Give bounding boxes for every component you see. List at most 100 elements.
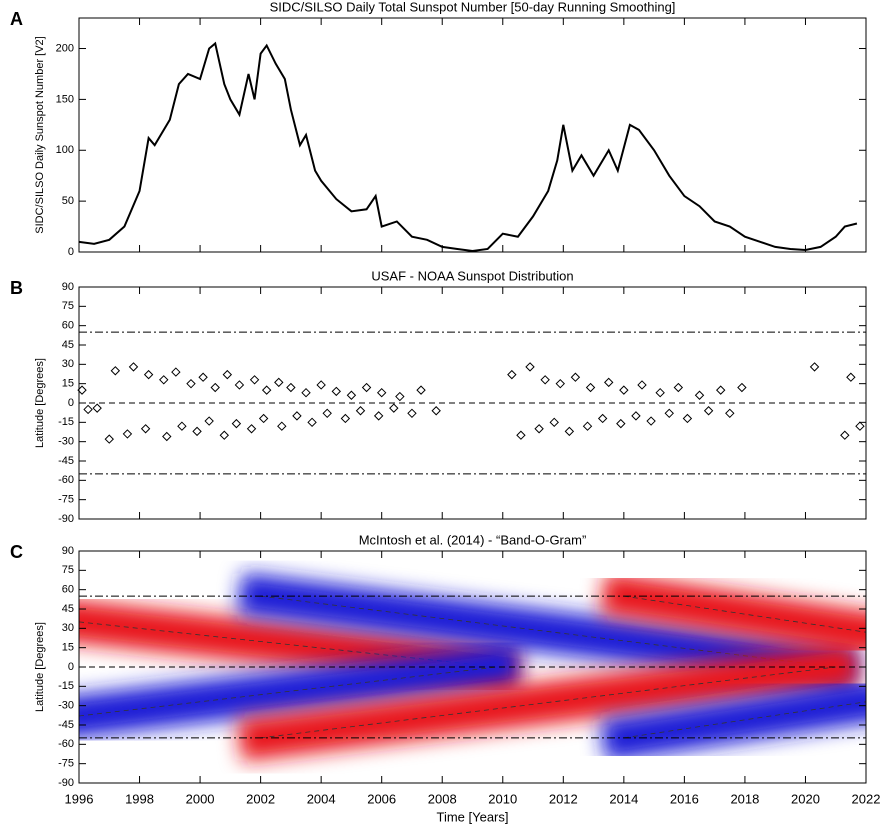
- panel-title: SIDC/SILSO Daily Total Sunspot Number [5…: [270, 0, 676, 14]
- band-layer: [79, 551, 866, 783]
- sunspot-marker: [540, 375, 550, 385]
- sunspot-marker: [110, 366, 121, 376]
- sunspot-marker: [373, 411, 384, 421]
- sunspot-marker: [140, 424, 151, 434]
- y-tick-label: 90: [62, 545, 74, 557]
- y-tick-label: -45: [58, 455, 74, 467]
- sunspot-marker: [219, 430, 229, 440]
- sunspot-marker: [525, 362, 535, 372]
- sunspot-marker: [395, 391, 405, 402]
- y-tick-label: -75: [58, 494, 74, 506]
- band-center-line: [79, 666, 497, 717]
- sunspot-marker: [407, 408, 417, 419]
- sunspot-marker: [716, 385, 726, 395]
- sunspot-marker: [516, 430, 526, 440]
- y-tick-label: -60: [58, 738, 74, 750]
- sunspot-marker: [246, 424, 257, 434]
- y-tick-label: 60: [62, 320, 74, 332]
- sunspot-marker: [249, 375, 260, 385]
- sunspot-marker: [143, 369, 154, 380]
- sunspot-marker: [316, 380, 326, 390]
- x-tick-label: 2004: [307, 791, 336, 806]
- sunspot-marker: [570, 372, 581, 382]
- sunspot-marker: [555, 378, 565, 389]
- sunspot-marker: [177, 421, 187, 431]
- y-axis-label: SIDC/SILSO Daily Sunspot Number [V2]: [34, 36, 46, 233]
- sunspot-marker: [274, 377, 284, 388]
- sunspot-marker: [585, 382, 596, 393]
- y-axis-label: Latitude [Degrees]: [34, 358, 46, 448]
- y-tick-label: 30: [62, 358, 74, 370]
- y-tick-label: -75: [58, 758, 74, 770]
- y-tick-label: 0: [68, 661, 74, 673]
- sunspot-marker: [582, 421, 593, 431]
- y-axis-label: Latitude [Degrees]: [34, 622, 46, 712]
- sunspot-marker: [616, 418, 626, 429]
- x-tick-label: 2000: [186, 791, 215, 806]
- sunspot-marker: [92, 403, 102, 413]
- sunspot-marker: [855, 421, 865, 431]
- sunspot-marker: [234, 380, 245, 390]
- y-tick-label: 50: [62, 195, 74, 207]
- sunspot-marker: [171, 367, 181, 377]
- x-tick-label: 2012: [549, 791, 578, 806]
- y-tick-label: 150: [56, 93, 74, 105]
- sunspot-marker: [703, 406, 714, 416]
- sunspot-marker: [361, 382, 372, 393]
- panel-letter: C: [10, 542, 23, 562]
- sunspot-marker: [682, 413, 693, 424]
- sunspot-marker: [258, 413, 269, 424]
- y-tick-label: -30: [58, 436, 74, 448]
- x-tick-label: 2018: [730, 791, 759, 806]
- sunspot-marker: [162, 431, 172, 442]
- sunspot-marker: [664, 408, 674, 419]
- x-tick-label: 2006: [367, 791, 396, 806]
- x-tick-label: 1998: [125, 791, 154, 806]
- plot-frame: [78, 17, 867, 253]
- sunspot-marker: [737, 382, 747, 393]
- y-tick-label: 0: [68, 397, 74, 409]
- sunspot-marker: [159, 375, 169, 385]
- y-tick-label: 90: [62, 281, 74, 293]
- sunspot-marker: [346, 390, 357, 400]
- y-tick-label: -15: [58, 416, 74, 428]
- sunspot-marker: [210, 382, 220, 393]
- band-center-line: [623, 595, 866, 633]
- sunspot-marker: [231, 418, 242, 429]
- panel-title: McIntosh et al. (2014) - “Band-O-Gram”: [359, 532, 587, 547]
- sunspot-marker: [431, 406, 441, 416]
- sunspot-marker: [646, 416, 656, 426]
- band-center-line: [623, 701, 866, 739]
- sunspot-marker: [301, 387, 311, 398]
- sunspot-marker: [186, 378, 196, 389]
- sunspot-marker: [122, 429, 133, 439]
- x-tick-label: 2008: [428, 791, 457, 806]
- panel-letter: A: [10, 9, 23, 29]
- y-tick-label: -45: [58, 719, 74, 731]
- band-center-line: [260, 666, 836, 739]
- y-tick-label: -60: [58, 474, 74, 486]
- y-tick-label: 45: [62, 339, 74, 351]
- y-tick-label: -30: [58, 700, 74, 712]
- sunspot-marker: [416, 385, 426, 395]
- sunspot-marker: [331, 386, 341, 397]
- sunspot-line: [78, 41, 858, 252]
- sunspot-marker: [840, 430, 850, 440]
- band-center-line: [260, 595, 836, 668]
- y-tick-label: 15: [62, 378, 74, 390]
- sunspot-marker: [277, 421, 287, 431]
- sunspot-marker: [507, 369, 517, 380]
- sunspot-marker: [809, 362, 820, 372]
- sunspot-marker: [292, 411, 302, 421]
- y-tick-label: 45: [62, 603, 74, 615]
- y-tick-label: 15: [62, 642, 74, 654]
- sunspot-marker: [222, 369, 233, 380]
- sunspot-marker: [846, 372, 856, 382]
- panel-letter: B: [10, 278, 23, 298]
- sunspot-marker: [261, 385, 272, 395]
- sunspot-marker: [389, 403, 399, 413]
- panel-title: USAF - NOAA Sunspot Distribution: [371, 268, 573, 283]
- sunspot-marker: [597, 413, 608, 424]
- sunspot-marker: [534, 424, 544, 434]
